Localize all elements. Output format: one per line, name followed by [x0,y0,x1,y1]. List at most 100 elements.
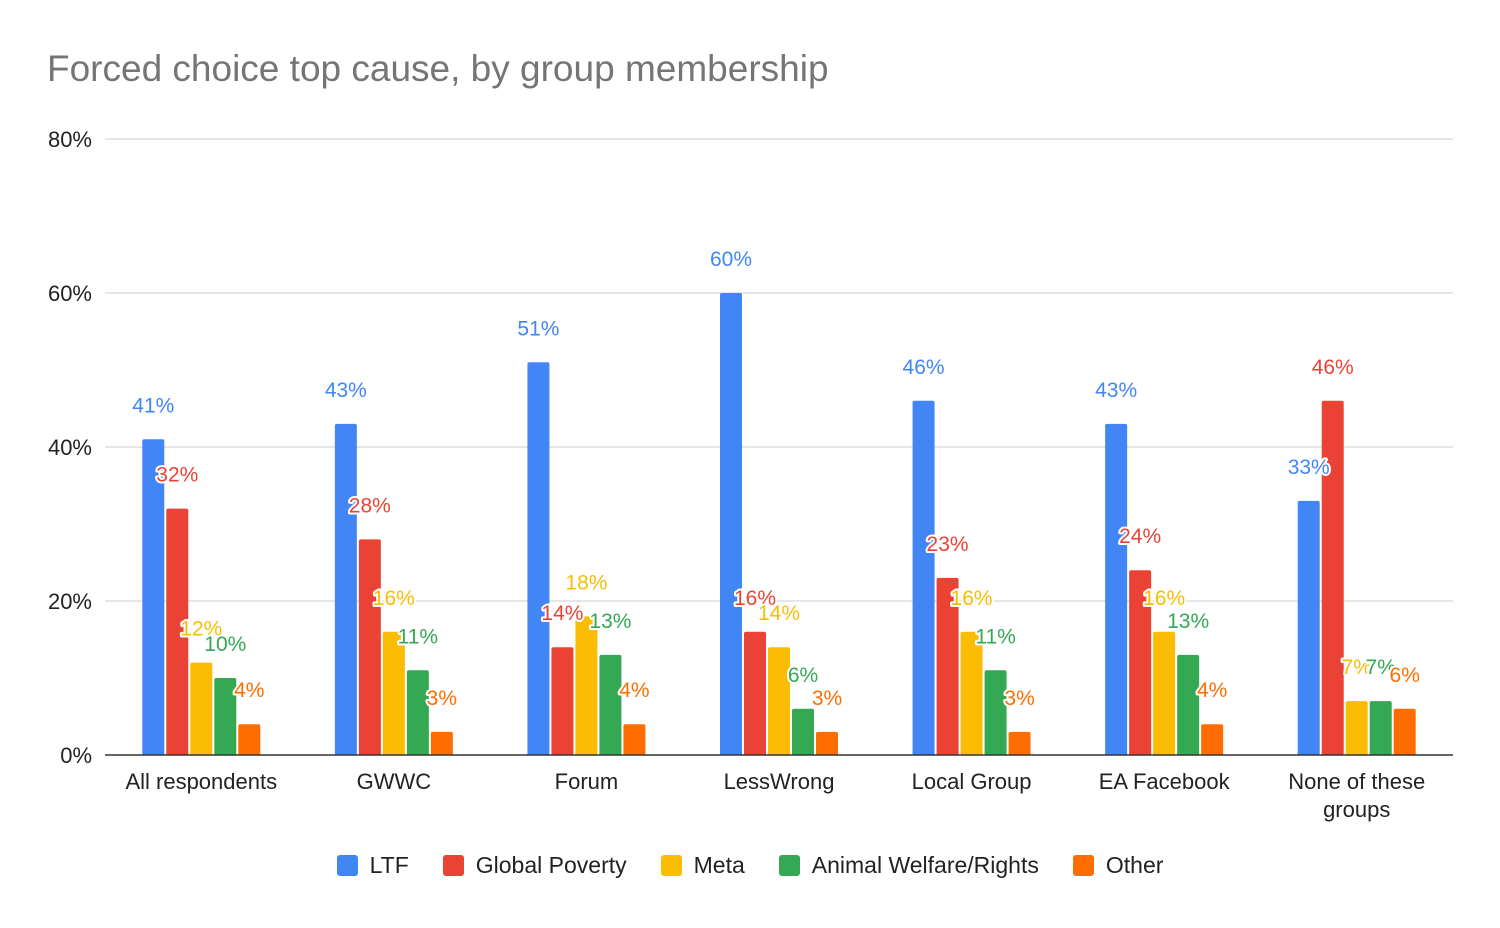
x-tick-label: All respondents [125,769,277,794]
bar [1153,631,1176,755]
data-label: 3% [427,687,457,710]
data-label: 32% [156,464,198,487]
chart-title: Forced choice top cause, by group member… [47,48,829,89]
data-label: 4% [619,679,649,702]
legend-swatch [778,855,800,876]
data-label: 28% [349,494,391,517]
data-label: 43% [325,379,367,402]
data-label: 24% [1119,525,1161,548]
bar [912,400,935,755]
data-label: 33% [1288,456,1330,479]
data-label: 7% [1342,656,1372,679]
x-tick-label: LessWrong [724,769,835,794]
data-label: 4% [1197,679,1227,702]
data-label: 51% [517,317,559,340]
data-label: 10% [204,633,246,656]
legend-label: Other [1105,852,1164,878]
bar [1345,701,1368,755]
bar [744,631,766,755]
bar [334,423,357,755]
bar [430,731,453,755]
legend-label: LTF [369,852,409,878]
data-label: 60% [710,248,752,271]
legend-item: Other [1072,852,1164,879]
x-tick-label: GWWC [357,769,432,794]
bar [1177,654,1200,755]
bar [190,662,213,755]
axes: 0% 20% 40% 60% 80% All respondents GWWC Forum Le… [48,127,1453,822]
gridlines [105,138,1453,602]
legend-swatch [442,855,464,876]
data-label: 13% [1167,610,1209,633]
bar [238,724,261,755]
data-label: 11% [398,625,438,648]
legend: LTF Global Poverty Meta Animal Welfare/Righ… [0,852,1500,879]
bar [166,508,189,755]
data-label: 7% [1366,656,1396,679]
data-label: 41% [132,394,174,417]
bar [358,539,381,755]
bar [623,724,646,755]
bar [1321,400,1344,755]
legend-swatch [1072,855,1094,876]
bars [142,293,1416,755]
data-label: 12% [180,618,222,641]
bar [1393,708,1416,755]
data-label: 3% [1004,687,1034,710]
data-label: 16% [373,587,415,610]
bar [527,362,550,755]
bar [142,439,165,755]
data-label: 14% [541,602,583,625]
bar [960,631,983,755]
legend-item: Meta [660,852,745,879]
data-labels: 41% 32% 12%10% 4% 43% 28% 16% 11% 3% 51% 14% 18% 13%… [130,246,1422,712]
bar [792,708,814,755]
bar [1129,570,1152,755]
data-label: 6% [788,664,818,687]
bar [984,670,1007,755]
bar [214,678,237,755]
bar [551,647,574,755]
bar [720,293,742,755]
bar [1008,731,1031,755]
bar [816,731,838,755]
bar [382,631,405,755]
legend-item: Global Poverty [442,852,627,879]
y-tick-label: 20% [48,589,92,614]
data-label: 18% [565,571,607,594]
legend-item: LTF [336,852,409,879]
data-label: 14% [758,602,800,625]
data-label: 46% [903,356,945,379]
legend-label: Global Poverty [475,852,627,878]
legend-label: Animal Welfare/Rights [811,852,1039,878]
legend-swatch [660,855,682,876]
bar [406,670,429,755]
data-label: 4% [234,679,264,702]
bar [768,647,790,755]
bar [575,616,598,755]
data-label: 16% [951,587,993,610]
y-tick-label: 80% [48,127,92,152]
data-label: 16% [1143,587,1185,610]
data-label: 46% [1312,356,1354,379]
y-tick-label: 0% [60,743,92,768]
data-label: 16% [734,587,776,610]
y-tick-label: 60% [48,281,92,306]
bar [1297,500,1320,755]
bar [599,654,622,755]
bar [1105,423,1128,755]
bar [936,577,959,755]
legend-label: Meta [693,852,745,878]
x-tick-label: None of these groups [1288,769,1425,822]
x-tick-label: EA Facebook [1099,769,1231,794]
y-tick-label: 40% [48,435,92,460]
x-tick-label: Local Group [912,769,1032,794]
data-label: 43% [1095,379,1137,402]
legend-item: Animal Welfare/Rights [778,852,1039,879]
x-tick-label: Forum [555,769,619,794]
data-label: 6% [1390,664,1420,687]
data-label: 3% [812,687,842,710]
bar [1369,701,1392,755]
legend-swatch [336,855,358,876]
